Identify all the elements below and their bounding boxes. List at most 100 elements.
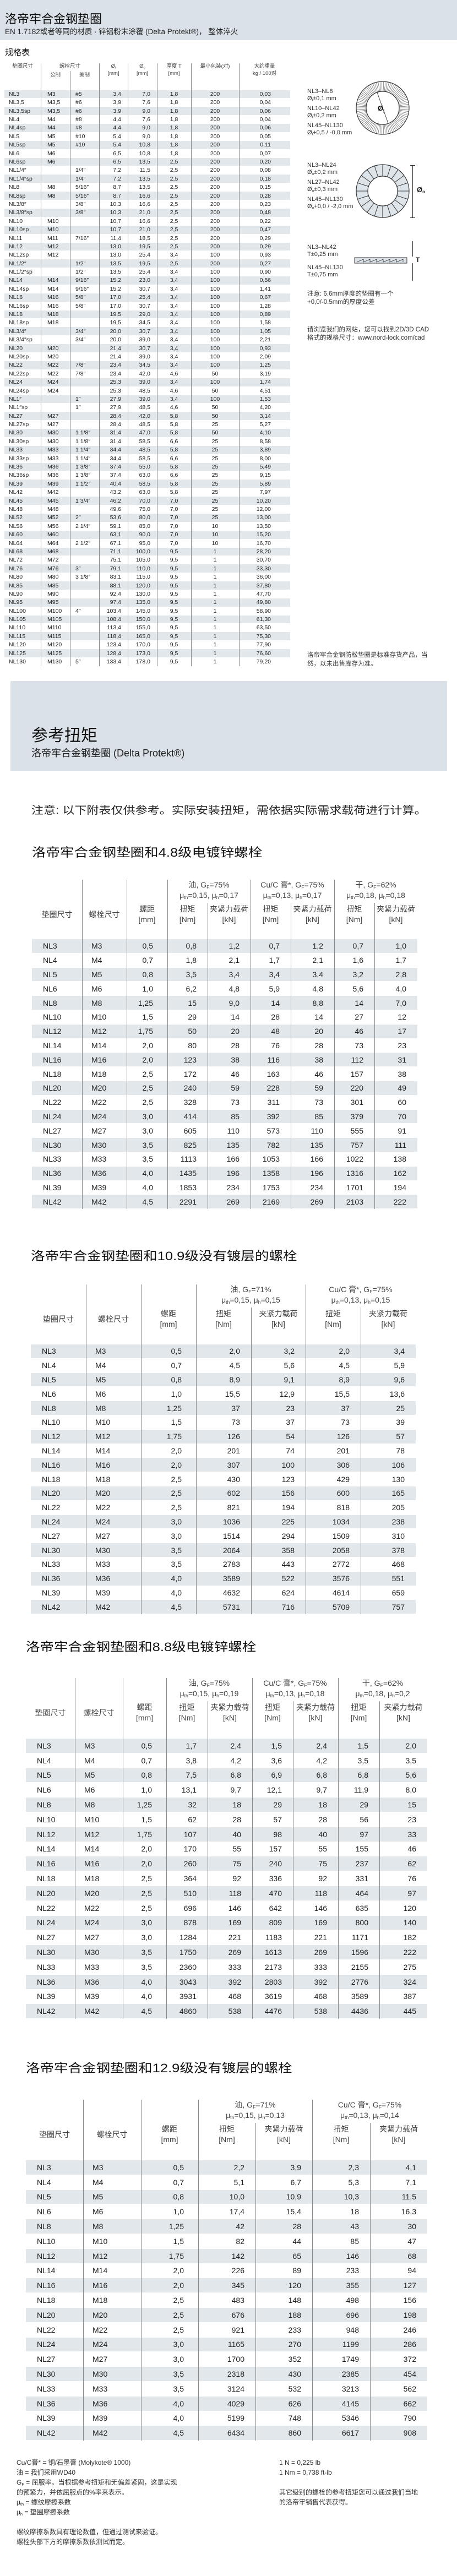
- torque-cell: NL42: [37, 2007, 56, 2016]
- unit-label: [mm]: [168, 70, 180, 77]
- torque-cell: M42: [91, 1197, 107, 1206]
- torque-cell: 75: [232, 1859, 241, 1869]
- torque-cell: 28: [314, 1041, 323, 1050]
- torque-cell: 146: [228, 1903, 241, 1913]
- torque-cell: 468: [228, 1992, 241, 2001]
- torque-cell: 14: [271, 998, 280, 1007]
- lubricant-text: 油, G: [188, 1679, 207, 1687]
- spec-cell: NL130: [9, 658, 26, 666]
- spec-cell: 1: [213, 616, 217, 623]
- torque-cell: 157: [350, 1069, 363, 1079]
- torque-table-row: NL10 M10 1,5 82 44 85 47: [26, 2234, 427, 2248]
- spec-cell: NL100: [9, 607, 26, 614]
- torque-cell: 2,0: [141, 1859, 152, 1869]
- torque-cell: 818: [336, 1503, 350, 1512]
- spec-cell: 10,8: [139, 141, 150, 149]
- spec-cell: NL12: [9, 243, 23, 250]
- torque-cell: 2,0: [142, 1041, 153, 1050]
- torque-cell: NL20: [37, 2310, 56, 2319]
- friction-text: μ: [346, 890, 351, 900]
- col-header-clamp-load-line: 夹紧力载荷: [293, 905, 332, 913]
- spec-cell: 7,0: [170, 531, 178, 538]
- torque-cell: 3,0: [171, 1531, 182, 1540]
- torque-cell: M22: [84, 1903, 100, 1913]
- torque-cell: 626: [288, 2399, 301, 2408]
- spec-cell: 1,74: [259, 379, 271, 386]
- spec-cell: 63,1: [110, 531, 121, 538]
- torque-cell: 3,0: [142, 1112, 153, 1121]
- spec-cell: M22: [47, 370, 59, 377]
- torque-cell: 4,5: [171, 1602, 182, 1611]
- serration-line: [399, 110, 409, 112]
- spec-cell: 7,2: [113, 175, 121, 182]
- spec-cell: 55,0: [139, 464, 150, 471]
- torque-table-row: NL24 M24 3,0 1036 225 1034 238: [31, 1515, 416, 1529]
- col-header-torque-line: 扭矩: [333, 2125, 349, 2133]
- torque-table-row: NL10 M10 1,5 73 37 73 39: [31, 1415, 416, 1429]
- spec-cell: 10,3: [110, 200, 121, 208]
- torque-table-row: NL16 M16 2,0 123 38 116 38 112 31: [32, 1053, 417, 1067]
- spec-cell: 0,28: [259, 192, 271, 199]
- spec-cell: 2,5: [170, 260, 178, 267]
- spec-cell: 4,6: [170, 404, 178, 411]
- spec-cell: M22: [47, 362, 59, 369]
- torque-cell: 40: [232, 1829, 241, 1839]
- torque-cell: NL8: [43, 998, 57, 1007]
- torque-cell: 9,1: [284, 1375, 295, 1384]
- torque-cell: NL14: [37, 1844, 56, 1854]
- inner-diameter-tolerances: NL3–NL8 Øi±0,1 mm NL10–NL42 Øi±0,2 mm NL45–N…: [307, 88, 384, 139]
- torque-cell: NL10: [43, 1012, 62, 1022]
- torque-cell: NL39: [37, 1992, 56, 2001]
- spec-cell: 0,03: [259, 90, 271, 97]
- spec-cell: 25: [211, 506, 219, 513]
- spec-cell: 5,8: [170, 489, 178, 496]
- spec-cell: [70, 488, 99, 497]
- spec-cell: M11: [47, 235, 58, 242]
- torque-table-row: NL27 M27 3,0 1514 294 1509 310: [31, 1529, 416, 1543]
- torque-cell: 2,5: [171, 1474, 182, 1484]
- torque-cell: NL36: [42, 1574, 61, 1583]
- torque-table-row: NL3 M3 0,5 1,7 2,4 1,5 2,4 1,5 2,0: [26, 1739, 427, 1753]
- col-header-bolt-size: 螺栓尺寸: [59, 63, 80, 69]
- spec-cell: 5,8: [170, 464, 178, 471]
- friction-subscript: th: [226, 1299, 230, 1305]
- segment-line: [391, 203, 399, 213]
- spec-cell: 3,4: [170, 362, 178, 369]
- serration-line: [387, 83, 391, 92]
- spec-cell: 9,5: [170, 574, 178, 581]
- torque-table-row: NL16 M16 2,0 307 100 306 106: [31, 1458, 416, 1472]
- tolerance-range: NL3–NL24: [307, 162, 336, 168]
- serration-line: [358, 114, 368, 119]
- torque-cell: 37: [286, 1418, 295, 1427]
- spec-cell: 80,0: [139, 514, 150, 521]
- spec-table-row: NL11 M11 7/16″ 11,4 18,5 2,5 200 0,29: [4, 234, 290, 242]
- torque-cell: M24: [84, 1918, 100, 1927]
- tolerance-block: NL45–NL130 Øi+0,5 / -0,0 mm: [307, 122, 384, 137]
- torque-cell: 123: [183, 1055, 197, 1064]
- torque-cell: M24: [95, 1517, 111, 1526]
- spec-cell: 5,27: [259, 421, 271, 428]
- diameter-symbol: Ø: [139, 63, 144, 69]
- torque-cell: 1,5: [271, 1741, 282, 1750]
- tolerance-subscript: o: [312, 189, 314, 193]
- torque-cell: M4: [93, 2177, 104, 2187]
- spec-cell: M10: [47, 226, 59, 233]
- torque-table-row: NL6 M6 1,0 13,1 9,7 12,1 9,7 11,9 8,0: [26, 1783, 427, 1797]
- spec-cell: 48,5: [139, 404, 150, 411]
- spec-cell: 25: [211, 489, 219, 496]
- torque-cell: 2,5: [141, 1903, 152, 1913]
- torque-cell: 324: [403, 1977, 416, 1986]
- spec-cell: 100: [210, 379, 220, 386]
- outer-diameter-symbol: Ø: [417, 186, 423, 194]
- footnotes-left: Cu/C膏* = 铜/石墨膏 (Molykote® 1000) 油 = 我们采用W…: [17, 2458, 177, 2547]
- spec-table-row: NL16 M16 5/8″ 17,0 25,4 3,4 100 0,67: [4, 293, 290, 302]
- segment-line: [357, 182, 369, 187]
- column-divider: [379, 1701, 380, 2019]
- spec-cell: 100: [210, 294, 220, 301]
- col-header-bolt-size-line: 螺栓尺寸: [83, 1708, 115, 1717]
- torque-cell: M18: [84, 1874, 100, 1883]
- serration-line: [378, 81, 380, 92]
- spec-cell: 113,4: [107, 624, 122, 631]
- torque-cell: M24: [91, 1112, 107, 1121]
- torque-cell: 82: [236, 2236, 244, 2246]
